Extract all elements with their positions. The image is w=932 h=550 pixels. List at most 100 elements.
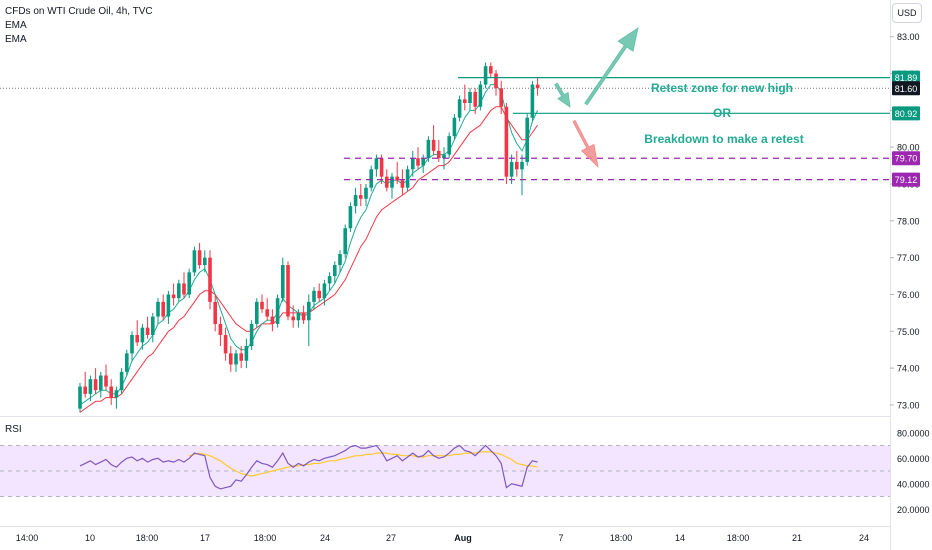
time-tick-label: 18:00 [610,533,633,543]
candle-down [223,334,228,354]
candle-up [255,301,259,324]
candle-down [494,73,498,89]
candle-up [530,84,535,118]
annotation-text: Retest zone for new high [651,81,793,95]
price-pane: Retest zone for new high OR Breakdown to m… [0,27,890,413]
candle-up [338,253,342,266]
rsi-band [0,445,890,497]
candle-up [369,169,373,188]
candle-up [151,316,155,335]
rsi-tick-label: 20.0000 [897,505,930,515]
price-tick-label: 83.00 [897,32,920,42]
currency-button[interactable]: USD [892,3,922,23]
candle-down [197,250,202,266]
time-tick-label: 24 [859,533,869,543]
candle-down [301,312,306,321]
candle-down [416,158,420,166]
candle-down [182,283,186,295]
candle-down [218,323,223,335]
candle-up [78,386,82,409]
candle-down [499,88,503,107]
candle-up [426,139,431,159]
candle-up [275,298,280,324]
candle-down [535,84,540,89]
time-tick-label: 21 [792,533,802,543]
price-label: 79.70 [895,154,918,164]
candle-down [109,386,113,398]
candle-up [452,117,457,137]
candle-up [468,91,472,104]
price-label: 81.60 [895,84,918,94]
time-tick-label: 10 [85,533,95,543]
ema-indicator-2[interactable]: EMA [5,34,27,45]
ema-indicator-1[interactable]: EMA [5,20,27,31]
candle-up [364,187,368,199]
arrow-down-small-green [554,82,571,108]
candle-down [213,301,217,324]
candle-up [166,294,171,317]
candle-up [140,327,145,343]
ema-slow-line [79,106,539,413]
rsi-tick-label: 80.0000 [897,428,930,438]
candle-down [473,91,477,107]
candle-up [353,195,358,207]
rsi-title: RSI [5,424,22,435]
candle-down [515,161,519,170]
chart-title: CFDs on WTI Crude Oil, 4h, TVC [5,6,153,17]
candle-up [405,169,410,188]
candle-down [385,176,389,188]
candle-down [286,265,290,317]
price-tick-label: 73.00 [897,400,920,410]
time-tick-label: 18:00 [136,533,159,543]
candle-up [390,176,394,188]
candle-up [130,334,134,354]
price-label: 79.12 [895,175,918,185]
price-label: 80.92 [895,109,918,119]
time-tick-label: 27 [386,533,396,543]
candle-up [447,136,451,155]
candle-up [203,257,207,266]
candle-up [125,353,129,372]
candle-up [421,158,425,166]
candle-down [437,150,441,159]
candle-down [260,301,264,310]
price-label-box [892,106,920,121]
arrow-down-red [572,119,599,169]
rsi-tick-label: 40.0000 [897,479,930,489]
candle-down [135,334,139,343]
arrow-up-large [584,27,639,106]
price-label-box [892,151,920,166]
candle-down [208,257,212,302]
candle-down [291,316,295,321]
candle-up [234,353,238,365]
candle-down [489,66,493,74]
candle-up [343,228,347,254]
candle-up [333,265,337,277]
price-tick-label: 77.00 [897,253,920,263]
price-tick-label: 80.00 [897,143,920,153]
candle-up [156,301,160,317]
candle-up [192,250,197,273]
candle-up [296,312,301,321]
candle-up [177,283,181,299]
candle-up [457,99,462,118]
candle-up [442,154,446,159]
candle-down [145,327,150,335]
candle-down [400,180,405,188]
candle-down [379,158,384,177]
candle-up [374,158,379,170]
candle-up [119,371,124,391]
time-tick-label: 14 [675,533,685,543]
candle-down [395,176,399,181]
candle-down [239,353,243,361]
candle-down [265,309,269,317]
candle-up [411,158,415,170]
candle-up [327,276,332,284]
annotation-text: OR [713,106,731,120]
price-tick-label: 78.00 [897,216,920,226]
price-label: 81.89 [895,73,918,83]
candle-up [520,161,524,170]
rsi-pane: RSI [0,424,890,497]
